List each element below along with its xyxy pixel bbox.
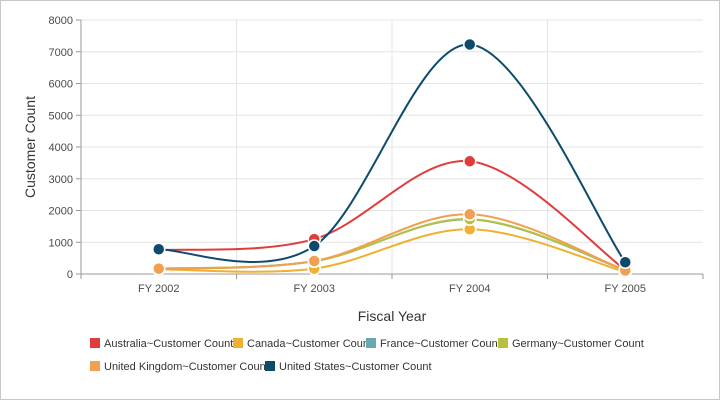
data-point[interactable] bbox=[463, 154, 477, 169]
y-tick-label: 1000 bbox=[49, 237, 73, 249]
data-point[interactable] bbox=[152, 242, 166, 256]
legend-label: Germany~Customer Count bbox=[512, 338, 644, 350]
x-tick-label: FY 2005 bbox=[605, 283, 646, 295]
series-layer bbox=[158, 43, 627, 274]
legend-item[interactable]: France~Customer Count bbox=[366, 338, 501, 350]
x-axis: FY 2002 FY 2003 FY 2004 FY 2005 bbox=[80, 273, 704, 295]
y-tick-label: 2000 bbox=[49, 206, 73, 218]
data-point[interactable] bbox=[463, 207, 477, 222]
data-point[interactable] bbox=[618, 255, 632, 270]
legend: Australia~Customer Count Canada~Customer … bbox=[90, 338, 644, 373]
legend-swatch bbox=[366, 338, 376, 348]
y-axis-title: Customer Count bbox=[22, 96, 38, 198]
y-tick-label: 8000 bbox=[49, 15, 73, 27]
series-line bbox=[158, 213, 626, 272]
data-point[interactable] bbox=[152, 261, 166, 276]
legend-swatch bbox=[233, 338, 243, 348]
legend-item[interactable]: Australia~Customer Count bbox=[90, 338, 233, 350]
y-tick-label: 6000 bbox=[49, 79, 73, 91]
y-tick-label: 5000 bbox=[49, 110, 73, 122]
grid-lines bbox=[81, 19, 703, 274]
data-point[interactable] bbox=[463, 37, 477, 52]
legend-label: United States~Customer Count bbox=[279, 361, 432, 373]
legend-item[interactable]: United States~Customer Count bbox=[265, 361, 432, 373]
y-axis: 0 1000 2000 3000 4000 5000 6000 7000 8000 bbox=[49, 15, 82, 281]
legend-item[interactable]: Germany~Customer Count bbox=[498, 338, 644, 350]
x-tick-label: FY 2002 bbox=[138, 283, 179, 295]
legend-label: Australia~Customer Count bbox=[104, 338, 233, 350]
marker-layer bbox=[152, 37, 632, 279]
x-tick-label: FY 2004 bbox=[449, 283, 490, 295]
y-tick-label: 4000 bbox=[49, 142, 73, 154]
y-tick-label: 3000 bbox=[49, 174, 73, 186]
legend-label: United Kingdom~Customer Count bbox=[104, 361, 269, 373]
legend-swatch bbox=[90, 361, 100, 371]
x-tick-label: FY 2003 bbox=[294, 283, 335, 295]
legend-item[interactable]: Canada~Customer Count bbox=[233, 338, 372, 350]
series-line bbox=[158, 160, 626, 271]
legend-label: Canada~Customer Count bbox=[247, 338, 372, 350]
y-tick-label: 0 bbox=[67, 269, 73, 281]
legend-item[interactable]: United Kingdom~Customer Count bbox=[90, 361, 269, 373]
data-point[interactable] bbox=[307, 254, 321, 268]
y-tick-label: 7000 bbox=[49, 47, 73, 59]
legend-swatch bbox=[90, 338, 100, 348]
data-point[interactable] bbox=[307, 239, 321, 253]
legend-swatch bbox=[265, 361, 275, 371]
x-axis-title: Fiscal Year bbox=[358, 308, 427, 324]
legend-label: France~Customer Count bbox=[380, 338, 501, 350]
series-line bbox=[158, 43, 627, 263]
series-line bbox=[158, 228, 626, 274]
legend-swatch bbox=[498, 338, 508, 348]
